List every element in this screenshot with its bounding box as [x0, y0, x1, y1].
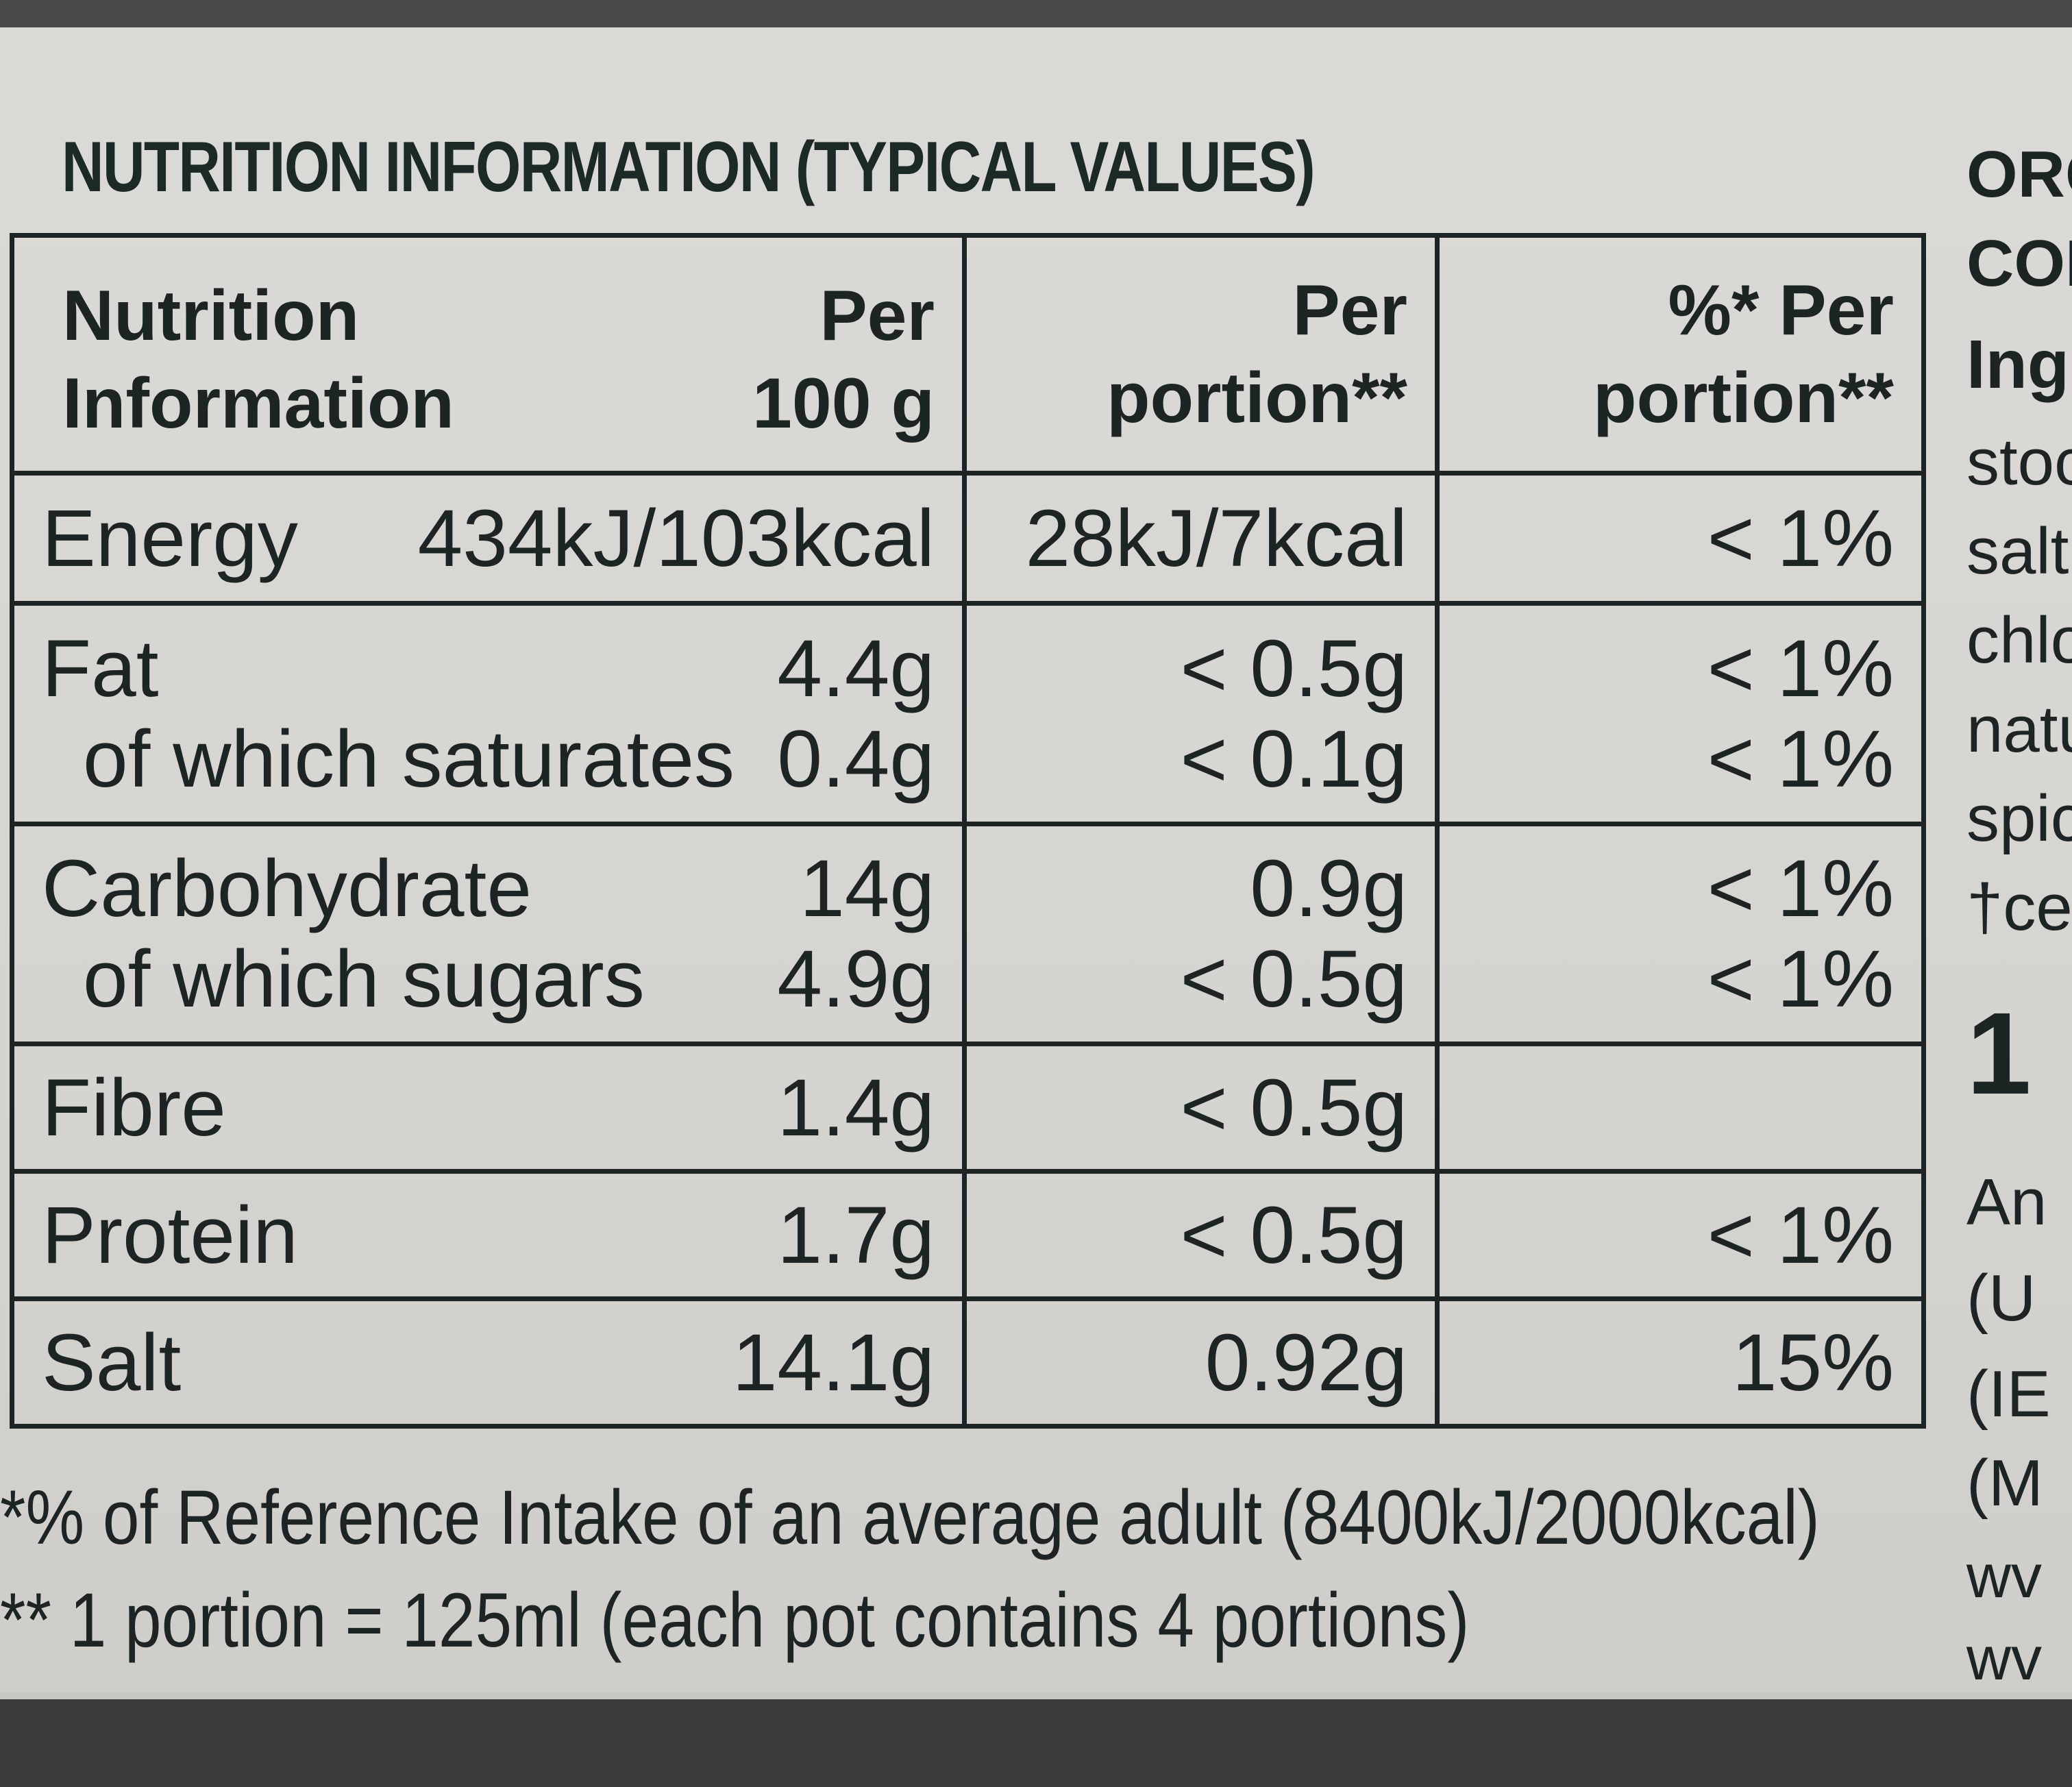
- fibre-ri: [1435, 1042, 1926, 1174]
- side-line-6: chlo: [1966, 604, 2072, 677]
- energy-label: Energy: [42, 493, 298, 584]
- header-col4-line1: %* Per: [1668, 270, 1894, 350]
- cell-salt-label: Salt 14.1g: [10, 1296, 967, 1429]
- table-row-carbohydrate: Carbohydrate 14g of which sugars 4.9g 0.…: [10, 821, 1926, 1047]
- header-col4-line2: portion**: [1592, 358, 1894, 438]
- side-line-12: (U: [1966, 1261, 2036, 1335]
- saturates-portion: < 0.1g: [1180, 713, 1407, 804]
- sugars-ri: < 1%: [1707, 934, 1894, 1025]
- protein-per100: 1.7g: [777, 1190, 935, 1281]
- fibre-label: Fibre: [42, 1062, 226, 1153]
- cell-carbohydrate-label: Carbohydrate 14g of which sugars 4.9g: [10, 821, 967, 1047]
- cell-fat-label: Fat 4.4g of which saturates 0.4g: [10, 601, 967, 826]
- energy-per100: 434kJ/103kcal: [417, 493, 935, 584]
- protein-ri: < 1%: [1435, 1169, 1926, 1302]
- side-line-4: stoc: [1966, 426, 2072, 499]
- cell-energy-label: Energy 434kJ/103kcal: [10, 470, 967, 606]
- footnote-portion: ** 1 portion = 125ml (each pot contains …: [0, 1577, 1470, 1663]
- side-line-9: †cer: [1966, 871, 2072, 944]
- energy-ri: < 1%: [1435, 470, 1926, 606]
- fat-per100: 4.4g: [777, 623, 935, 714]
- energy-portion: 28kJ/7kcal: [962, 470, 1440, 606]
- protein-label: Protein: [42, 1190, 298, 1281]
- carbohydrate-ri: < 1%: [1707, 843, 1894, 935]
- table-row-protein: Protein 1.7g < 0.5g < 1%: [10, 1169, 1926, 1302]
- side-line-16: wv: [1966, 1625, 2042, 1693]
- fibre-per100: 1.4g: [777, 1062, 935, 1153]
- side-line-15: wv: [1966, 1542, 2042, 1611]
- fat-portion: < 0.5g: [1180, 623, 1407, 714]
- carbohydrate-per100: 14g: [800, 843, 935, 935]
- saturates-per100: 0.4g: [777, 713, 935, 804]
- fibre-portion: < 0.5g: [962, 1042, 1440, 1174]
- saturates-label: of which saturates: [83, 713, 735, 804]
- table-row-energy: Energy 434kJ/103kcal 28kJ/7kcal < 1%: [10, 470, 1926, 606]
- protein-portion: < 0.5g: [962, 1169, 1440, 1302]
- header-col3-line2: portion**: [1106, 358, 1407, 438]
- nutrition-heading: NUTRITION INFORMATION (TYPICAL VALUES): [62, 127, 1316, 207]
- saturates-ri: < 1%: [1707, 713, 1894, 804]
- footnote-reference-intake: *% of Reference Intake of an average adu…: [0, 1475, 1820, 1560]
- salt-ri: 15%: [1435, 1296, 1926, 1429]
- header-col2-line1: Per: [819, 276, 935, 356]
- carbohydrate-label: Carbohydrate: [42, 843, 532, 935]
- table-row-fat: Fat 4.4g of which saturates 0.4g < 0.5g …: [10, 601, 1926, 826]
- side-line-13: (IE: [1966, 1357, 2051, 1431]
- cell-fibre-label: Fibre 1.4g: [10, 1042, 967, 1174]
- salt-per100: 14.1g: [732, 1317, 935, 1408]
- side-line-10: 1: [1966, 989, 2032, 1119]
- sugars-label: of which sugars: [83, 934, 645, 1025]
- sugars-per100: 4.9g: [777, 934, 935, 1025]
- header-col1-line1: Nutrition: [62, 276, 360, 356]
- salt-portion: 0.92g: [962, 1296, 1440, 1429]
- side-line-5: salt,: [1966, 515, 2072, 588]
- header-nutrition-information: Nutrition Information Per 100 g: [10, 233, 967, 476]
- side-line-7: natu: [1966, 693, 2072, 766]
- table-header-row: Nutrition Information Per 100 g Per port…: [10, 233, 1926, 476]
- header-per-portion: Per portion**: [962, 233, 1440, 476]
- table-row-fibre: Fibre 1.4g < 0.5g: [10, 1042, 1926, 1174]
- side-line-14: (M: [1966, 1446, 2043, 1520]
- side-line-11: An: [1966, 1166, 2047, 1239]
- cell-protein-label: Protein 1.7g: [10, 1169, 967, 1302]
- background-surface: [0, 1699, 2072, 1787]
- header-col2-line2: 100 g: [752, 364, 935, 443]
- carbohydrate-portion: 0.9g: [1250, 843, 1407, 935]
- header-col1-line2: Information: [62, 364, 454, 443]
- nutrition-table: Nutrition Information Per 100 g Per port…: [10, 233, 1926, 1429]
- header-ri-per-portion: %* Per portion**: [1435, 233, 1926, 476]
- side-line-3: Ing: [1966, 326, 2069, 403]
- salt-label: Salt: [42, 1317, 182, 1408]
- fat-ri: < 1%: [1707, 623, 1894, 714]
- fat-label: Fat: [42, 623, 159, 714]
- side-line-2: CON: [1966, 227, 2072, 300]
- header-col3-line1: Per: [1292, 270, 1407, 350]
- side-line-8: spic: [1966, 782, 2072, 855]
- side-line-1: ORG: [1966, 138, 2072, 211]
- sugars-portion: < 0.5g: [1180, 934, 1407, 1025]
- table-row-salt: Salt 14.1g 0.92g 15%: [10, 1296, 1926, 1429]
